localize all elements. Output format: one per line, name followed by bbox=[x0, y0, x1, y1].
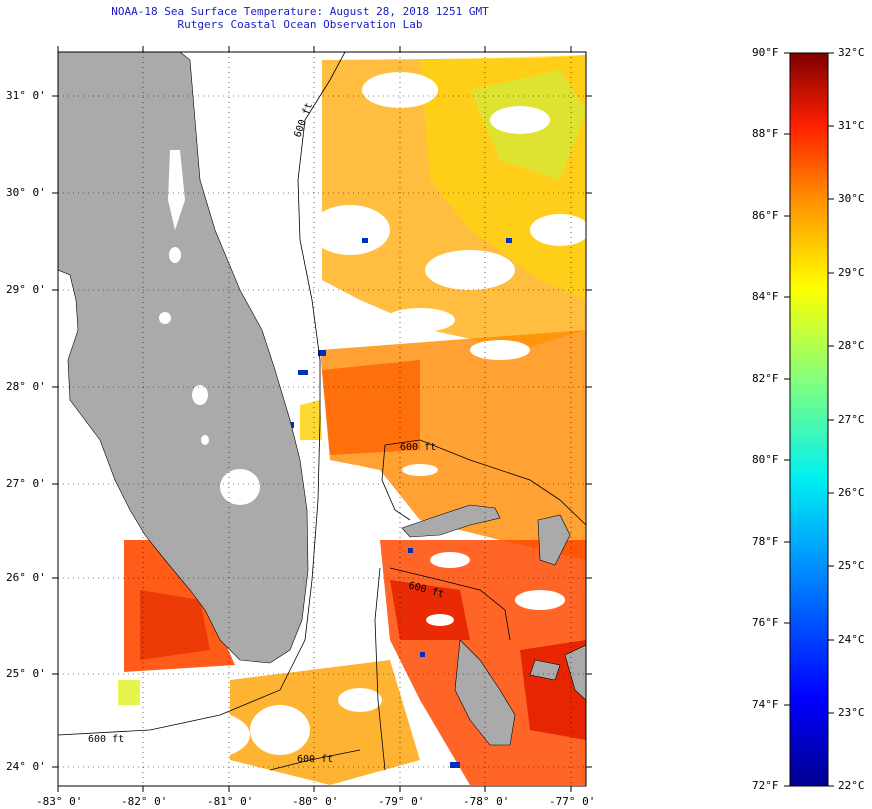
map-title: NOAA-18 Sea Surface Temperature: August … bbox=[111, 5, 489, 18]
colorbar-label-c: 32°C bbox=[838, 46, 865, 59]
colorbar-label-f: 86°F bbox=[752, 209, 779, 222]
colorbar-label-c: 26°C bbox=[838, 486, 865, 499]
colorbar-label-c: 29°C bbox=[838, 266, 865, 279]
colorbar-label-f: 78°F bbox=[752, 535, 779, 548]
colorbar-label-f: 74°F bbox=[752, 698, 779, 711]
colorbar-label-f: 88°F bbox=[752, 127, 779, 140]
map-subtitle: Rutgers Coastal Ocean Observation Lab bbox=[177, 18, 423, 31]
colorbar-label-c: 30°C bbox=[838, 192, 865, 205]
colorbar-label-c: 22°C bbox=[838, 779, 865, 792]
lat-label: 27° 0' bbox=[6, 477, 46, 490]
lon-label: -82° 0' bbox=[121, 795, 168, 808]
florida-land bbox=[58, 52, 309, 664]
colorbar-label-f: 80°F bbox=[752, 453, 779, 466]
colorbar-label-c: 28°C bbox=[838, 339, 865, 352]
lat-label: 24° 0' bbox=[6, 760, 46, 773]
colorbar-label-f: 82°F bbox=[752, 372, 779, 385]
colorbar-label-c: 31°C bbox=[838, 119, 865, 132]
bahamas-land bbox=[401, 504, 586, 746]
lon-label: -81° 0' bbox=[207, 795, 254, 808]
isobath-label: 600 ft bbox=[400, 442, 436, 453]
lon-label: -83° 0' bbox=[36, 795, 83, 808]
lon-label: -77° 0' bbox=[549, 795, 596, 808]
lat-label: 25° 0' bbox=[6, 667, 46, 680]
map-plot-area bbox=[58, 52, 586, 786]
colorbar-label-c: 27°C bbox=[838, 413, 865, 426]
sst-field bbox=[118, 55, 586, 785]
grid-lines bbox=[58, 52, 586, 786]
colorbar-label-f: 90°F bbox=[752, 46, 779, 59]
isobath-lines bbox=[58, 52, 586, 771]
lat-label: 30° 0' bbox=[6, 186, 46, 199]
lat-label: 29° 0' bbox=[6, 283, 46, 296]
colorbar-label-c: 24°C bbox=[838, 633, 865, 646]
inland-lakes bbox=[159, 150, 260, 505]
colorbar-label-f: 76°F bbox=[752, 616, 779, 629]
lon-label: -78° 0' bbox=[463, 795, 510, 808]
colorbar-label-f: 72°F bbox=[752, 779, 779, 792]
colorbar bbox=[789, 52, 829, 787]
isobath-label: 600 ft bbox=[292, 101, 315, 139]
lon-label: -80° 0' bbox=[292, 795, 339, 808]
lat-label: 31° 0' bbox=[6, 89, 46, 102]
cloud-mask bbox=[150, 72, 586, 760]
isobath-label: 600 ft bbox=[297, 754, 333, 765]
lon-label: -79° 0' bbox=[378, 795, 425, 808]
isobath-label: 600 ft bbox=[88, 734, 124, 745]
colorbar-label-f: 84°F bbox=[752, 290, 779, 303]
colorbar-label-c: 23°C bbox=[838, 706, 865, 719]
colorbar-label-c: 25°C bbox=[838, 559, 865, 572]
lat-label: 26° 0' bbox=[6, 571, 46, 584]
colorbar-ticks bbox=[784, 52, 834, 787]
lat-label: 28° 0' bbox=[6, 380, 46, 393]
axis-ticks bbox=[52, 46, 592, 792]
map-frame bbox=[57, 51, 587, 787]
